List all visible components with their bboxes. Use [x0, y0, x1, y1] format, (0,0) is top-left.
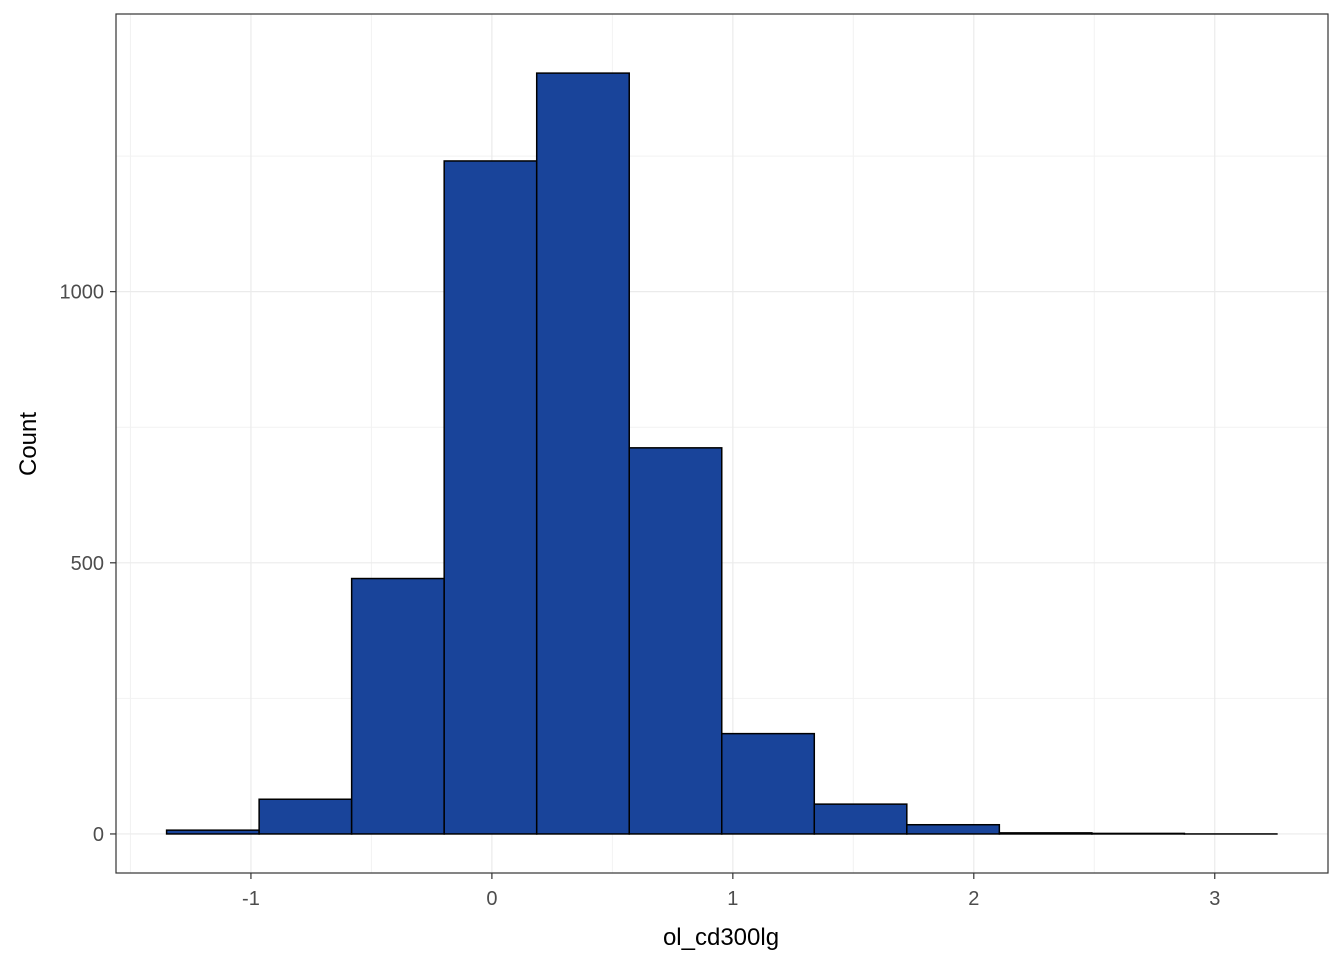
- histogram-bar: [813, 803, 908, 835]
- histogram-bar: [535, 72, 630, 835]
- histogram-bars: [165, 72, 1278, 835]
- histogram-bar: [350, 577, 445, 835]
- histogram-bar: [906, 823, 1001, 835]
- panel-border: [115, 13, 1329, 874]
- tick-labels: -1 0 1 2 3 0 500 1000: [60, 282, 1221, 910]
- x-tick-label: 3: [1209, 888, 1220, 910]
- histogram-bar: [165, 829, 260, 835]
- histogram-bar: [721, 732, 816, 835]
- histogram-bar: [258, 798, 353, 835]
- x-tick-label: 1: [727, 888, 738, 910]
- histogram-bar: [998, 832, 1093, 835]
- x-tick-label: 2: [968, 888, 979, 910]
- x-tick-label: 0: [486, 888, 497, 910]
- x-tick-label: -1: [242, 888, 260, 910]
- x-axis-title: ol_cd300lg: [663, 924, 779, 951]
- y-axis-title: Count: [15, 412, 42, 476]
- histogram-bar: [1091, 832, 1186, 835]
- y-tick-label: 0: [93, 824, 104, 846]
- axis-ticks: [110, 291, 1216, 879]
- y-tick-label: 500: [71, 553, 104, 575]
- histogram-bar: [628, 447, 723, 835]
- y-tick-label: 1000: [60, 282, 105, 304]
- histogram-bar: [443, 160, 538, 835]
